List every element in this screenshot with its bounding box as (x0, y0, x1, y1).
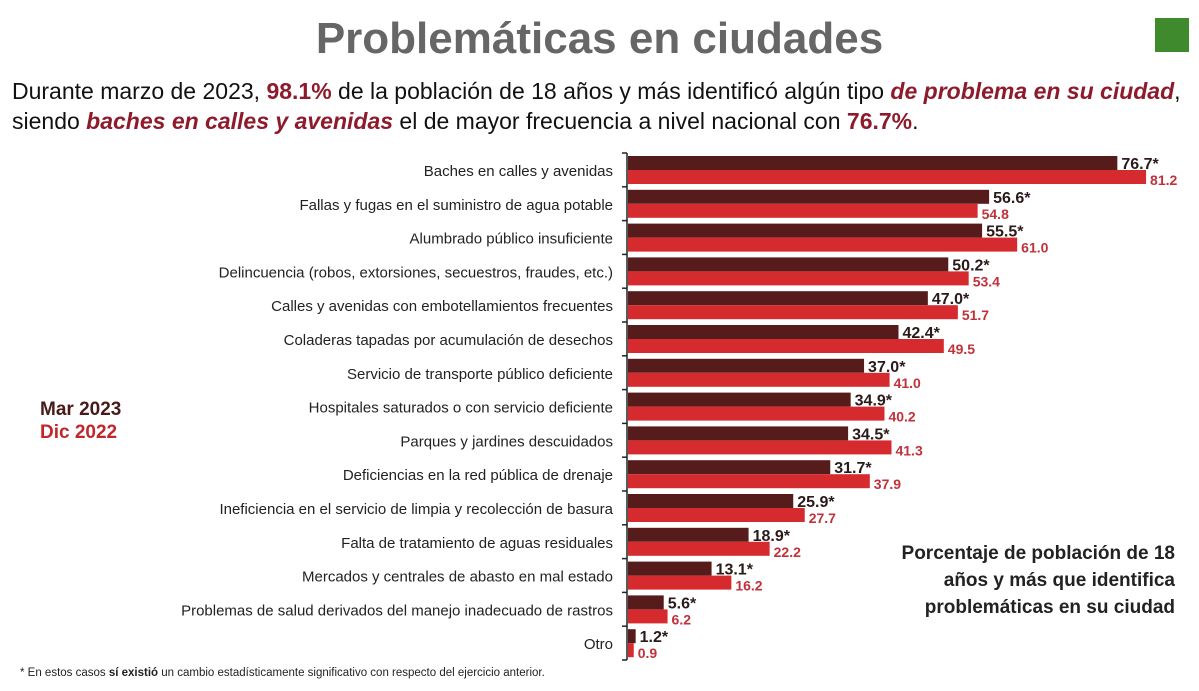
bar-mar-2023 (628, 629, 636, 644)
footnote-text: * En estos casos (20, 667, 109, 679)
page-title: Problemáticas en ciudades (315, 14, 884, 63)
footnote-text: un cambio estadísticamente significativo… (158, 667, 545, 679)
subtitle-highlight: de problema en su ciudad (890, 78, 1175, 104)
bar-mar-2023 (628, 223, 983, 238)
bar-mar-2023 (628, 156, 1118, 170)
bar-dic-2022 (628, 440, 892, 455)
category-label: Ineficiencia en el servicio de limpia y … (219, 501, 613, 518)
footnote-bold: sí existió (108, 667, 159, 679)
value-label-mar-2023: 47.0* (932, 291, 970, 308)
bar-mar-2023 (628, 527, 749, 542)
subtitle-text: de la población de 18 años y más identif… (331, 78, 891, 104)
value-label-dic-2022: 54.8 (982, 206, 1009, 222)
value-label-mar-2023: 34.5* (852, 426, 890, 443)
value-label-dic-2022: 0.9 (638, 645, 658, 661)
value-label-mar-2023: 18.9* (753, 528, 791, 545)
value-label-dic-2022: 41.3 (895, 442, 922, 458)
category-label: Coladeras tapadas por acumulación de des… (284, 332, 613, 349)
value-label-mar-2023: 42.4* (903, 325, 941, 342)
value-label-dic-2022: 37.9 (874, 476, 901, 492)
bar-dic-2022 (628, 170, 1147, 184)
category-label: Problemas de salud derivados del manejo … (181, 602, 613, 619)
value-label-dic-2022: 41.0 (894, 375, 921, 391)
category-label: Parques y jardines descuidados (400, 433, 613, 450)
bar-dic-2022 (628, 339, 944, 353)
category-label: Baches en calles y avenidas (424, 163, 613, 180)
bar-mar-2023 (628, 358, 865, 373)
value-label-dic-2022: 40.2 (888, 409, 915, 425)
value-label-dic-2022: 49.5 (948, 341, 975, 357)
bar-dic-2022 (628, 541, 770, 556)
bar-dic-2022 (628, 203, 978, 218)
chart-note: Porcentaje de población de 18 años y más… (901, 543, 1175, 618)
category-label: Alumbrado público insuficiente (410, 231, 613, 248)
value-label-dic-2022: 22.2 (774, 544, 801, 560)
subtitle-highlight: baches en calles y avenidas (86, 108, 394, 134)
bar-dic-2022 (628, 271, 969, 286)
value-label-dic-2022: 27.7 (809, 510, 836, 526)
subtitle-highlight: 98.1% (266, 78, 332, 104)
category-label: Calles y avenidas con embotellamientos f… (271, 298, 613, 315)
green-square-logo (1155, 18, 1189, 52)
subtitle-text: Durante marzo de 2023, (12, 78, 267, 104)
value-label-mar-2023: 5.6* (668, 595, 697, 612)
bar-mar-2023 (628, 189, 990, 204)
subtitle: Durante marzo de 2023, 98.1% de la pobla… (12, 76, 1192, 136)
bar-dic-2022 (628, 575, 732, 590)
bar-mar-2023 (628, 494, 794, 508)
category-label: Servicio de transporte público deficient… (347, 366, 613, 383)
value-label-mar-2023: 34.9* (855, 393, 893, 410)
value-label-mar-2023: 56.6* (993, 190, 1031, 207)
value-label-dic-2022: 81.2 (1150, 172, 1177, 188)
value-label-dic-2022: 16.2 (735, 578, 762, 594)
value-label-mar-2023: 1.2* (640, 629, 669, 646)
bar-mar-2023 (628, 460, 831, 475)
value-label-mar-2023: 25.9* (797, 494, 835, 511)
value-label-dic-2022: 53.4 (973, 273, 1000, 289)
bar-dic-2022 (628, 305, 958, 320)
value-label-mar-2023: 55.5* (986, 224, 1024, 241)
value-label-mar-2023: 76.7* (1121, 156, 1159, 173)
category-label: Fallas y fugas en el suministro de agua … (299, 197, 613, 214)
bar-mar-2023 (628, 595, 664, 610)
legend: Mar 2023 Dic 2022 (40, 398, 121, 444)
category-label: Hospitales saturados o con servicio defi… (309, 400, 613, 417)
legend-mar-2023: Mar 2023 (40, 399, 122, 420)
bar-mar-2023 (628, 426, 849, 441)
value-label-mar-2023: 13.1* (716, 562, 754, 579)
bar-dic-2022 (628, 474, 870, 489)
bar-mar-2023 (628, 291, 928, 306)
footnote: * En estos casos sí existió un cambio es… (20, 667, 545, 679)
bar-dic-2022 (628, 406, 885, 421)
bar-dic-2022 (628, 237, 1018, 252)
bar-mar-2023 (628, 561, 712, 576)
subtitle-highlight: 76.7% (846, 108, 913, 134)
value-label-mar-2023: 31.7* (834, 460, 872, 477)
category-label: Deficiencias en la red pública de drenaj… (343, 467, 613, 484)
legend-dic-2022: Dic 2022 (40, 422, 118, 443)
category-label: Delincuencia (robos, extorsiones, secues… (219, 264, 613, 281)
bar-mar-2023 (628, 392, 851, 407)
bar-dic-2022 (628, 643, 634, 658)
subtitle-text: el de mayor frecuencia a nivel nacional … (393, 108, 847, 134)
value-label-dic-2022: 6.2 (672, 611, 692, 627)
bar-mar-2023 (628, 257, 949, 272)
value-label-mar-2023: 37.0* (868, 359, 906, 376)
bar-mar-2023 (628, 325, 899, 339)
bar-dic-2022 (628, 508, 805, 522)
bar-dic-2022 (628, 372, 890, 387)
category-label: Otro (584, 636, 613, 653)
value-label-dic-2022: 61.0 (1021, 240, 1048, 256)
subtitle-text: . (912, 108, 919, 134)
category-label: Mercados y centrales de abasto en mal es… (302, 569, 613, 586)
bar-dic-2022 (628, 609, 668, 624)
category-label: Falta de tratamiento de aguas residuales (341, 535, 613, 552)
subtitle-text: , siendo (12, 78, 1181, 134)
value-label-mar-2023: 50.2* (952, 257, 990, 274)
value-label-dic-2022: 51.7 (962, 307, 989, 323)
